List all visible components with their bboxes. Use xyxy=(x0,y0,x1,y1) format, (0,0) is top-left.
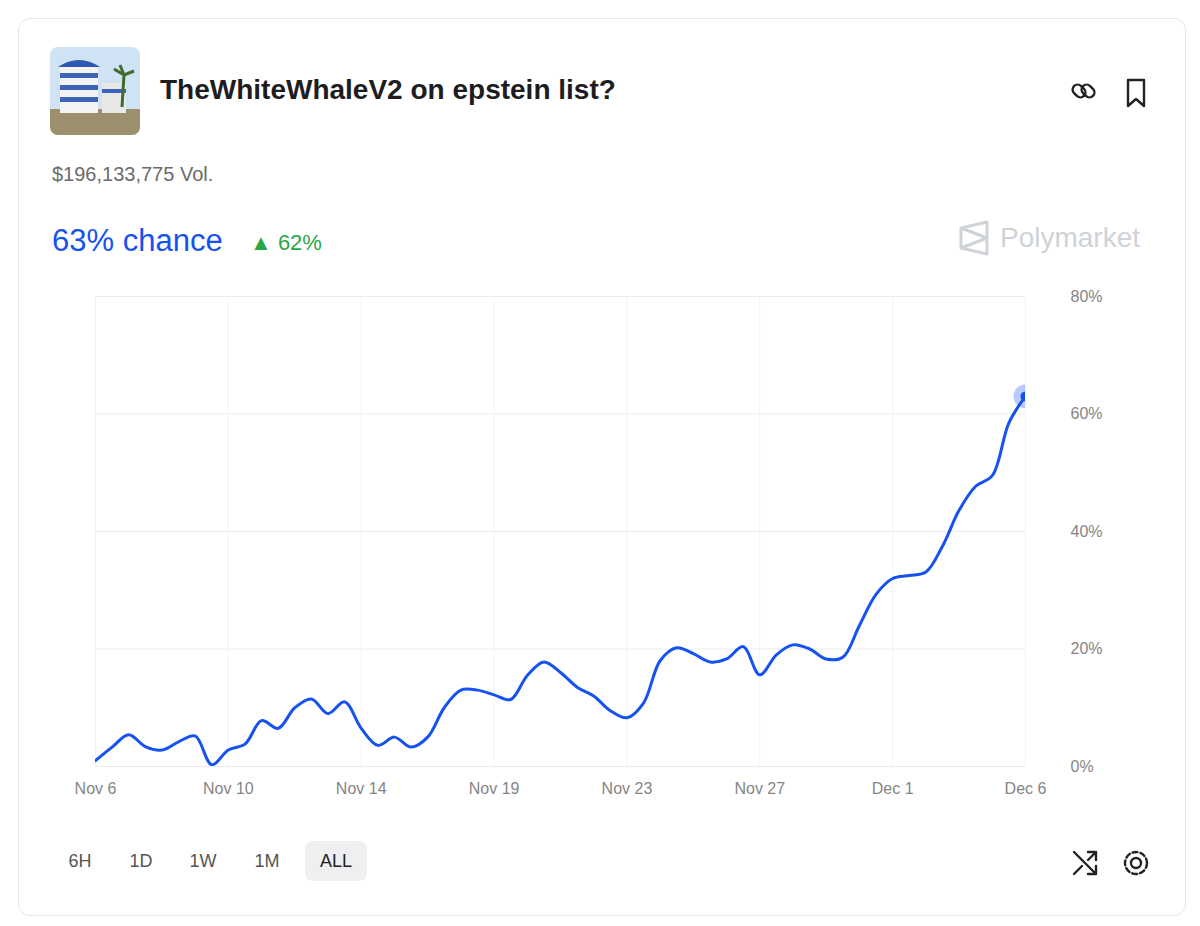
svg-text:Nov 27: Nov 27 xyxy=(734,780,785,797)
html-text:TheWhiteWhaleV2 on epstein lis: TheWhiteWhaleV2 on epstein list? xyxy=(160,74,616,105)
html-text:▲ 62%: ▲ 62% xyxy=(250,230,322,255)
svg-text:60%: 60% xyxy=(1071,405,1103,422)
svg-text:Nov 6: Nov 6 xyxy=(75,780,117,797)
svg-text:Dec 1: Dec 1 xyxy=(872,780,914,797)
svg-text:80%: 80% xyxy=(1071,288,1103,305)
svg-text:40%: 40% xyxy=(1071,523,1103,540)
html-text:6H: 6H xyxy=(68,851,92,871)
svg-text:Nov 10: Nov 10 xyxy=(203,780,254,797)
svg-text:0%: 0% xyxy=(1071,758,1094,775)
html-text:Polymarket: Polymarket xyxy=(1000,222,1140,253)
html-text:1W: 1W xyxy=(189,851,217,871)
svg-text:20%: 20% xyxy=(1071,640,1103,657)
html-text:63% chance: 63% chance xyxy=(52,223,223,258)
html-text:1D: 1D xyxy=(129,851,153,871)
html-text:$196,133,775 Vol.: $196,133,775 Vol. xyxy=(52,163,214,185)
html-text:1M: 1M xyxy=(254,851,280,871)
svg-text:Nov 14: Nov 14 xyxy=(336,780,387,797)
svg-text:Nov 19: Nov 19 xyxy=(469,780,520,797)
svg-text:Nov 23: Nov 23 xyxy=(602,780,653,797)
svg-text:Dec 6: Dec 6 xyxy=(1005,780,1047,797)
html-text:ALL: ALL xyxy=(320,851,352,871)
